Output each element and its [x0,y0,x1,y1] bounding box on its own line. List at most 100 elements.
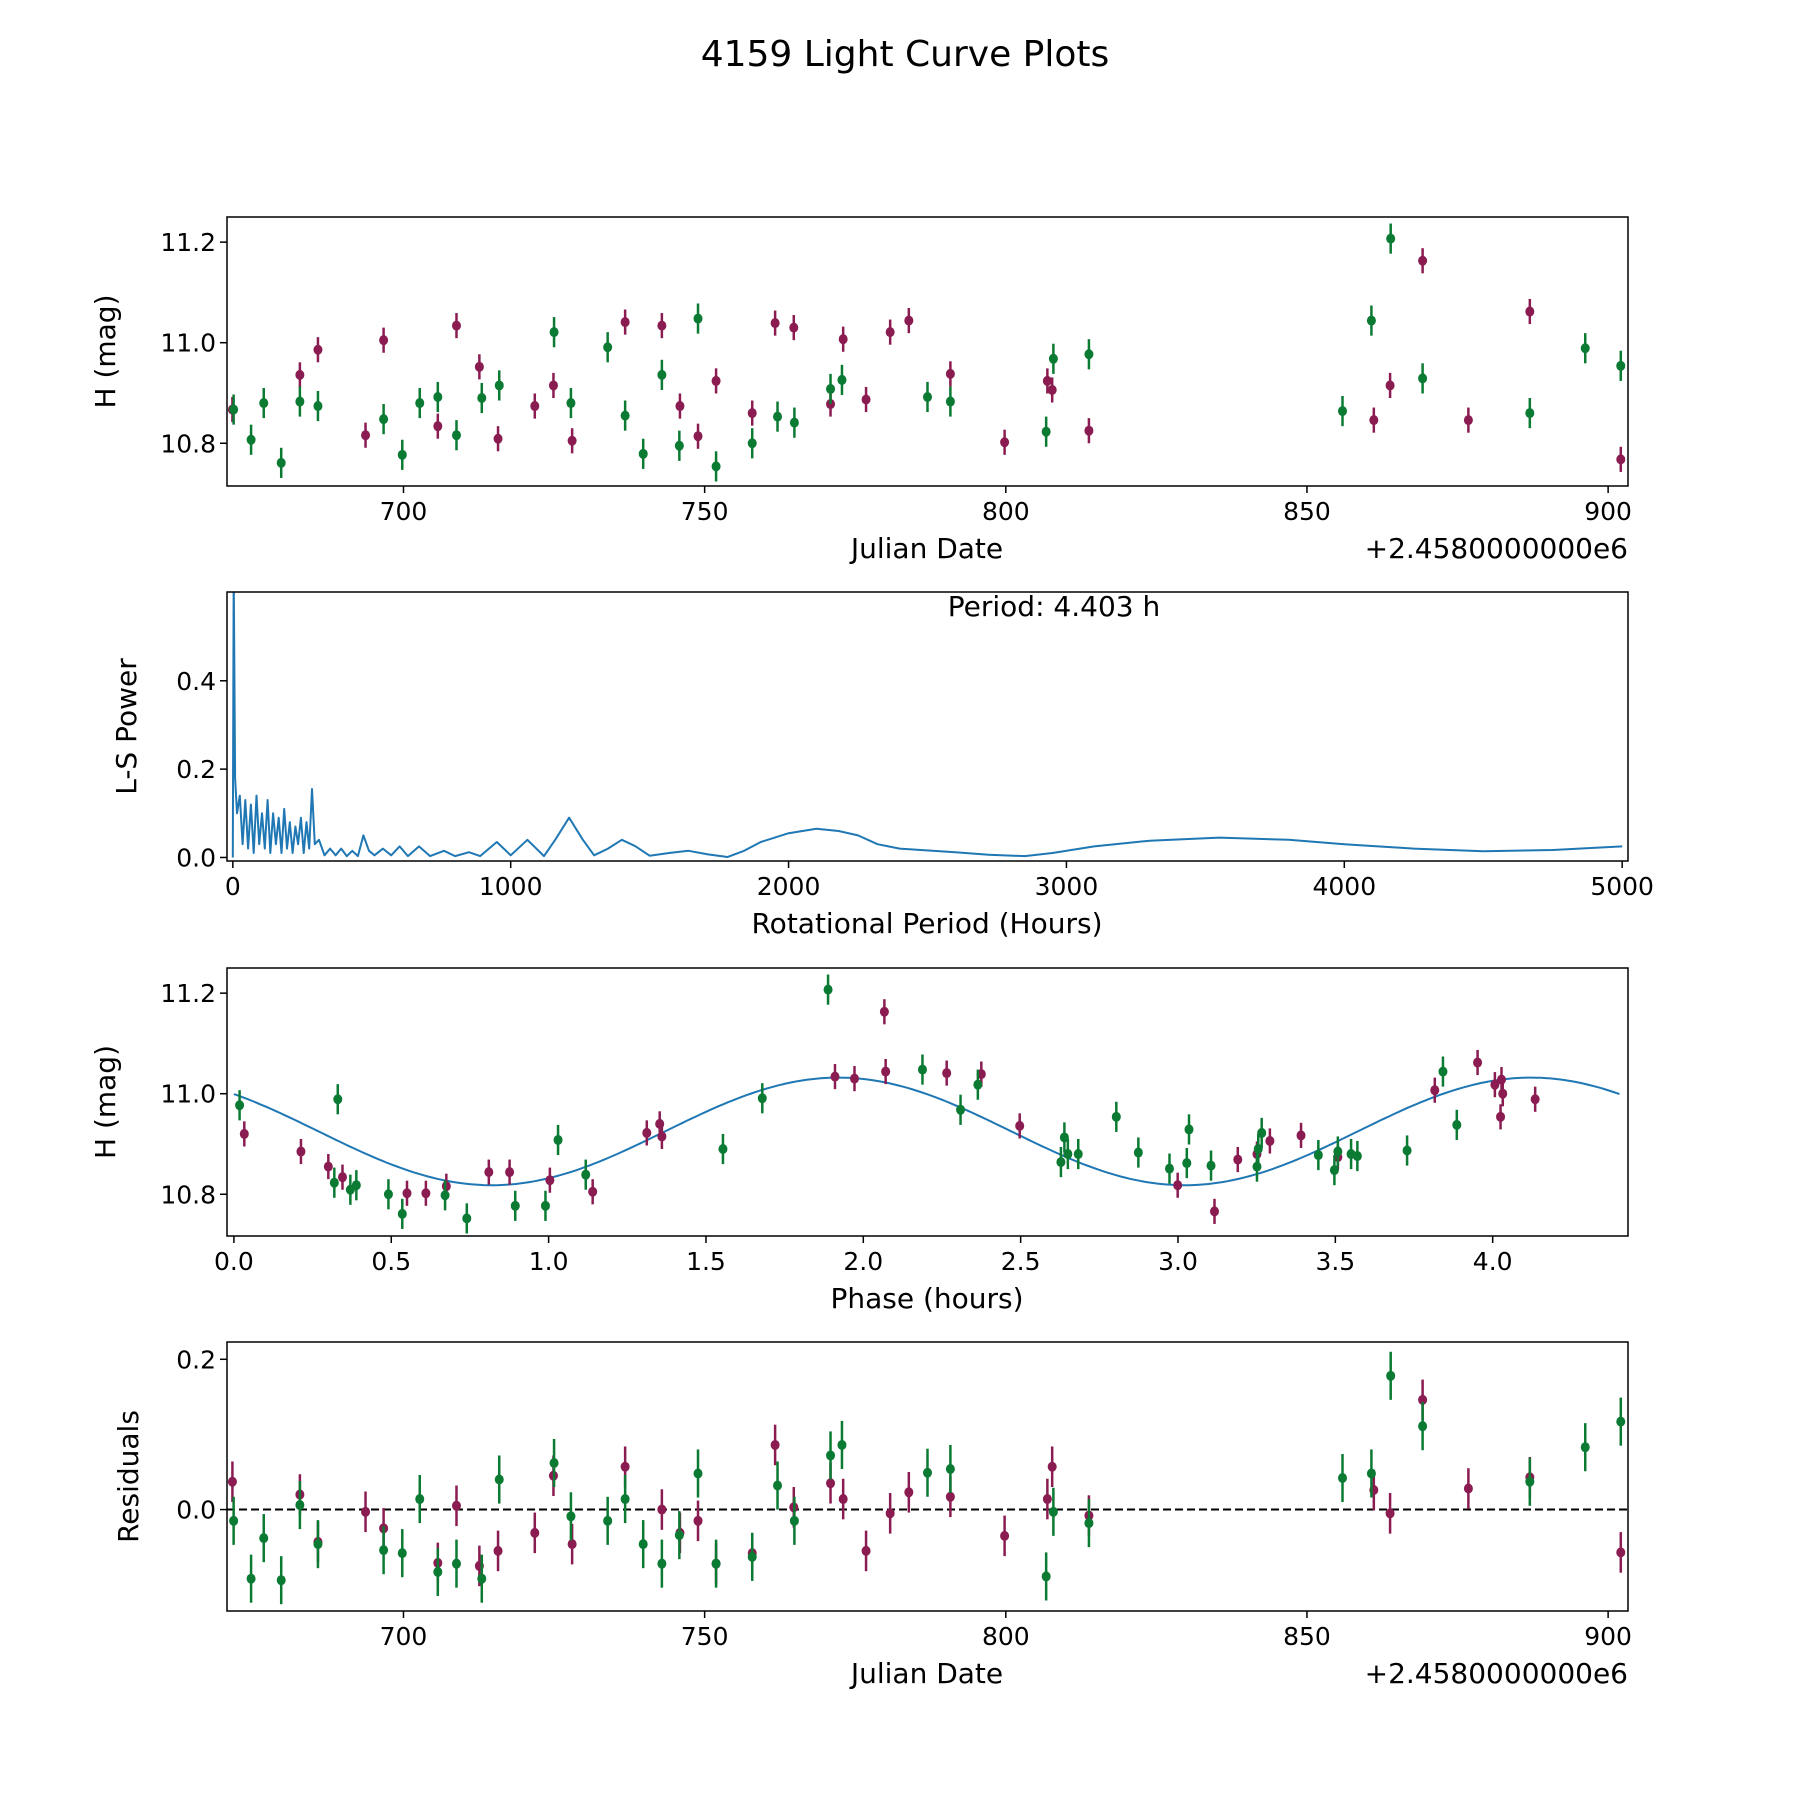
data-point-green [1366,305,1376,336]
data-point-green [566,387,576,419]
data-marker [620,410,630,421]
axes-frame [226,216,1629,487]
data-point-green [397,1529,407,1578]
data-point-magenta [770,310,780,336]
data-point-magenta [879,999,889,1025]
data-marker [566,398,576,409]
data-point-green [276,1556,286,1605]
data-point-magenta [770,1424,780,1466]
y-tick-label: 10.8 [160,429,216,458]
data-marker [1047,1461,1057,1472]
data-point-magenta [1385,1493,1395,1534]
data-point-green [549,1438,559,1488]
data-marker [861,394,871,405]
data-point-magenta [838,1478,848,1520]
data-marker [246,434,256,445]
data-point-green [956,1094,966,1125]
data-point-magenta [861,1530,871,1572]
x-tick-label: 700 [380,1622,428,1651]
data-point-green [1525,1457,1535,1506]
data-marker [1000,437,1010,448]
data-marker [945,396,955,407]
data-marker [553,1134,563,1145]
data-point-green [345,1174,355,1205]
data-marker [1430,1085,1440,1096]
plot-area [227,1351,1628,1605]
data-marker [1580,343,1590,354]
data-marker [1233,1154,1243,1165]
data-point-green [540,1190,550,1221]
data-point-green [1041,416,1051,447]
data-point-green [494,370,504,401]
data-marker [276,1575,286,1586]
data-marker [826,383,836,394]
data-marker [379,335,389,346]
data-marker [1182,1158,1192,1169]
x-tick-label: 4.0 [1473,1247,1513,1276]
data-marker [1206,1160,1216,1171]
sinusoid-fit-line [233,1076,1620,1187]
data-point-green [440,1180,450,1211]
data-point-magenta [530,393,540,419]
data-point-green [1525,398,1535,429]
x-tick-label: 4000 [1312,872,1376,901]
data-point-magenta [1000,429,1010,455]
data-marker [1084,1518,1094,1529]
figure-title: 4159 Light Curve Plots [701,34,1110,75]
data-point-magenta [313,337,323,363]
data-point-green [549,317,559,348]
x-tick-label: 700 [380,497,428,526]
data-marker [415,1494,425,1505]
x-tick-label: 2.5 [1001,1247,1041,1276]
data-point-magenta [1047,377,1057,403]
x-axis-label: Phase (hours) [830,1282,1023,1315]
x-tick-label: 0 [225,872,241,901]
y-axis-label: Residuals [112,1410,145,1543]
data-point-green [1337,395,1347,427]
data-point-green [235,1090,245,1121]
data-marker [747,438,757,449]
data-marker [711,461,721,472]
x-axis-label: Rotational Period (Hours) [751,907,1102,940]
data-point-green [1184,1114,1194,1145]
data-point-green [1084,1499,1094,1548]
data-point-green [383,1179,393,1210]
x-tick-label: 2.0 [843,1247,883,1276]
data-point-magenta [693,1500,703,1542]
data-marker [1418,373,1428,384]
data-point-magenta [904,308,914,334]
data-point-green [566,1492,576,1541]
data-marker [1337,1473,1347,1484]
plot-area [227,223,1626,482]
data-marker [246,1573,256,1584]
data-point-magenta [1496,1067,1506,1093]
data-marker [433,421,443,432]
data-point-green [657,359,667,390]
data-point-magenta [1385,372,1395,399]
data-point-magenta [675,393,685,419]
data-point-magenta [1463,1468,1473,1509]
x-tick-label: 0.0 [214,1247,254,1276]
data-marker [693,431,703,442]
y-axis-label: H (mag) [89,294,122,408]
y-axis-label: H (mag) [89,1045,122,1159]
x-tick-label: 1.0 [529,1247,569,1276]
data-marker [830,1071,840,1082]
data-point-magenta [1418,248,1428,274]
data-point-magenta [323,1154,333,1180]
data-marker [1209,1206,1219,1217]
data-point-green [674,1511,684,1560]
data-marker [956,1104,966,1115]
data-marker [1616,454,1626,465]
data-marker [1490,1079,1500,1090]
data-marker [826,1478,836,1489]
data-marker [227,1476,237,1487]
data-marker [588,1186,598,1197]
data-marker [849,1073,859,1084]
data-marker [747,1551,757,1562]
data-point-green [229,1496,239,1545]
data-point-green [259,1514,269,1563]
x-tick-label: 850 [1283,497,1331,526]
data-marker [657,369,667,380]
x-tick-label: 3.5 [1315,1247,1355,1276]
